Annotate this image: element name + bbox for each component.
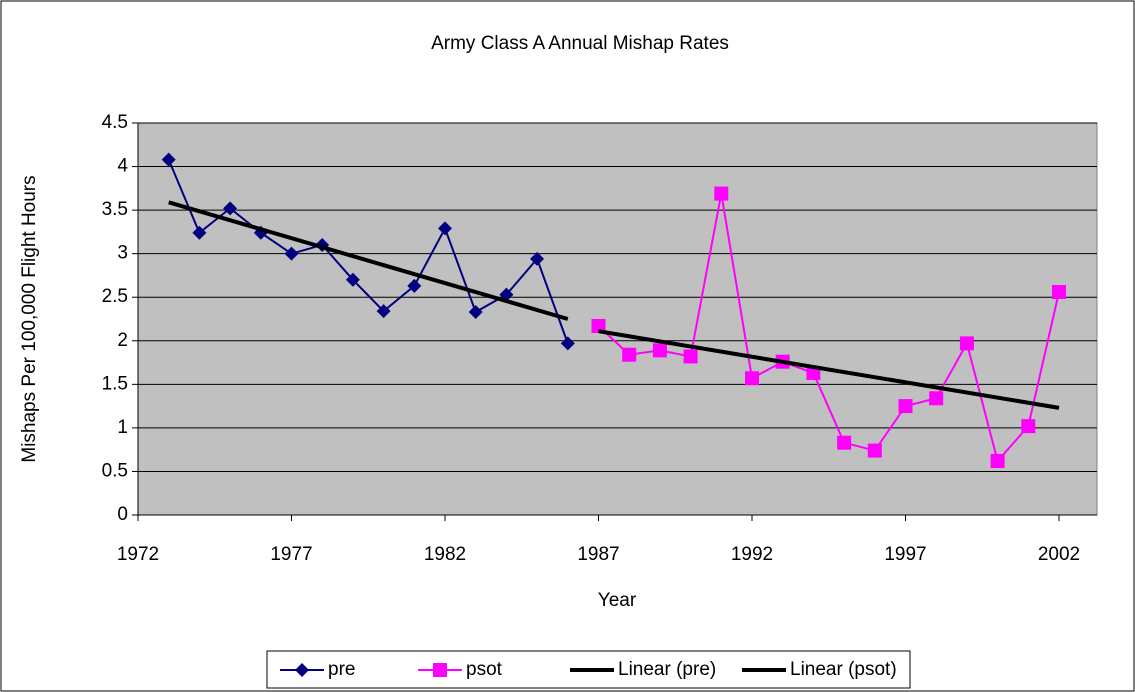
y-tick-label: 1 — [117, 417, 128, 438]
y-tick-label: 1.5 — [102, 373, 128, 394]
point — [376, 304, 391, 319]
point — [468, 305, 483, 320]
x-tick-label: 1992 — [731, 544, 773, 565]
x-axis-label: Year — [598, 590, 637, 611]
x-tick-label: 1987 — [577, 544, 619, 565]
point — [929, 391, 944, 406]
point — [223, 201, 238, 216]
x-tick-label: 1997 — [884, 544, 926, 565]
x-tick-label: 1977 — [270, 544, 312, 565]
point — [345, 272, 360, 287]
y-tick-label: 3.5 — [102, 199, 128, 220]
point — [284, 246, 299, 261]
point — [438, 221, 452, 236]
x-tick-label: 2002 — [1038, 544, 1080, 565]
trend-line — [598, 329, 1060, 410]
point — [745, 371, 759, 386]
point — [990, 453, 1005, 468]
point — [560, 336, 575, 351]
legend-label: pre — [328, 659, 355, 680]
y-tick-label: 2 — [117, 330, 128, 351]
series-line — [597, 193, 1060, 464]
y-tick-label: 0 — [117, 504, 128, 525]
y-tick-label: 4.5 — [102, 112, 128, 133]
point — [683, 349, 698, 364]
y-tick-label: 4 — [117, 156, 128, 177]
x-tick-label: 1972 — [117, 544, 159, 565]
point — [837, 435, 852, 450]
point — [1052, 284, 1066, 299]
point — [867, 443, 882, 458]
legend-marker — [295, 663, 309, 677]
point — [161, 152, 176, 167]
trend-line — [168, 200, 569, 321]
y-tick-label: 2.5 — [102, 286, 128, 307]
y-tick-label: 3 — [117, 243, 128, 264]
point — [652, 343, 667, 358]
point — [591, 318, 606, 333]
point — [192, 225, 207, 240]
plot-area — [137, 122, 1098, 516]
point — [898, 399, 913, 414]
legend-label: psot — [466, 659, 503, 680]
legend-marker — [433, 663, 447, 677]
point — [530, 251, 545, 266]
point — [959, 336, 974, 351]
legend-label: Linear (psot) — [790, 659, 897, 680]
point — [622, 347, 637, 362]
point — [407, 278, 422, 293]
y-tick-label: 0.5 — [102, 460, 128, 481]
legend-label: Linear (pre) — [618, 659, 716, 680]
x-tick-label: 1982 — [424, 544, 466, 565]
chart-title: Army Class A Annual Mishap Rates — [431, 33, 729, 54]
point — [1021, 419, 1036, 434]
y-axis-label: Mishaps Per 100,000 Flight Hours — [19, 175, 40, 462]
point — [714, 186, 729, 201]
